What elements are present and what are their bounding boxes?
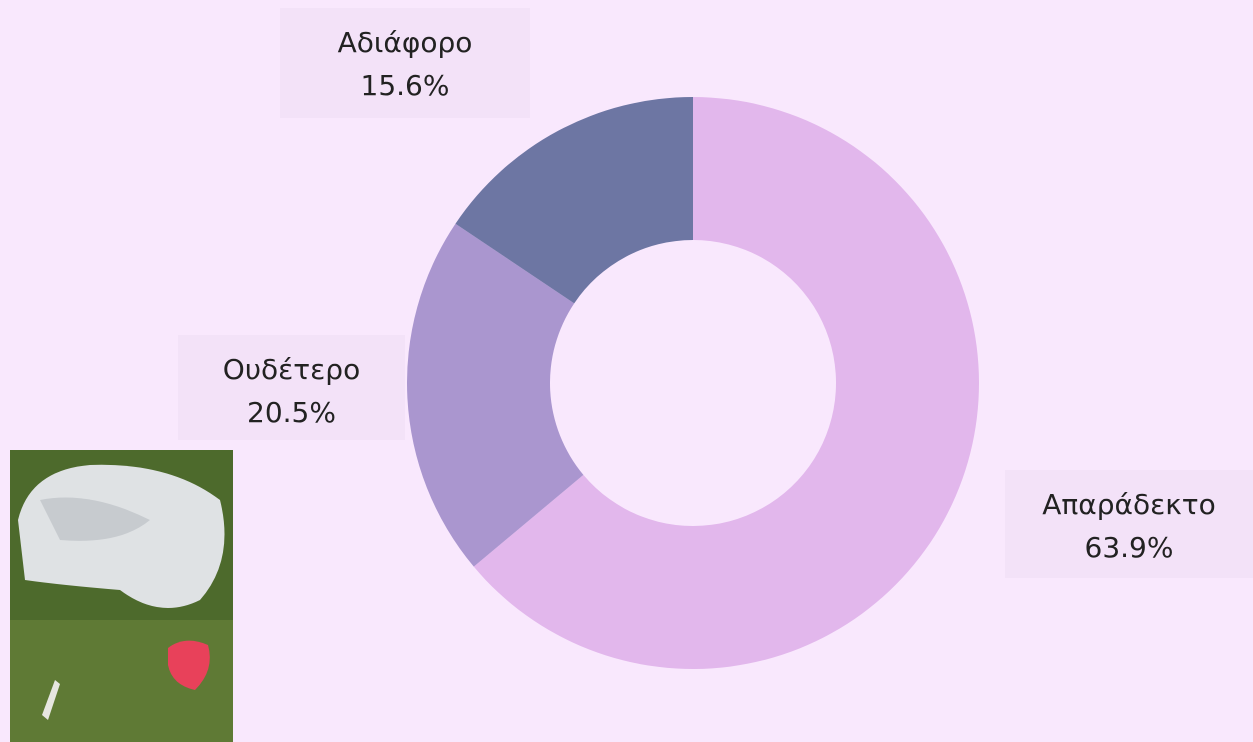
- value-label: 63.9%: [1085, 531, 1174, 564]
- category-label: Αδιάφορο: [338, 26, 473, 59]
- category-label: Ουδέτερο: [223, 353, 360, 386]
- chart: Απαράδεκτο 63.9% Ουδέτερο 20.5% Αδιάφορο 15.6…: [0, 0, 1253, 742]
- value-label: 20.5%: [247, 396, 336, 429]
- value-label: 15.6%: [361, 69, 450, 102]
- photo: [10, 450, 233, 742]
- category-label: Απαράδεκτο: [1042, 488, 1215, 521]
